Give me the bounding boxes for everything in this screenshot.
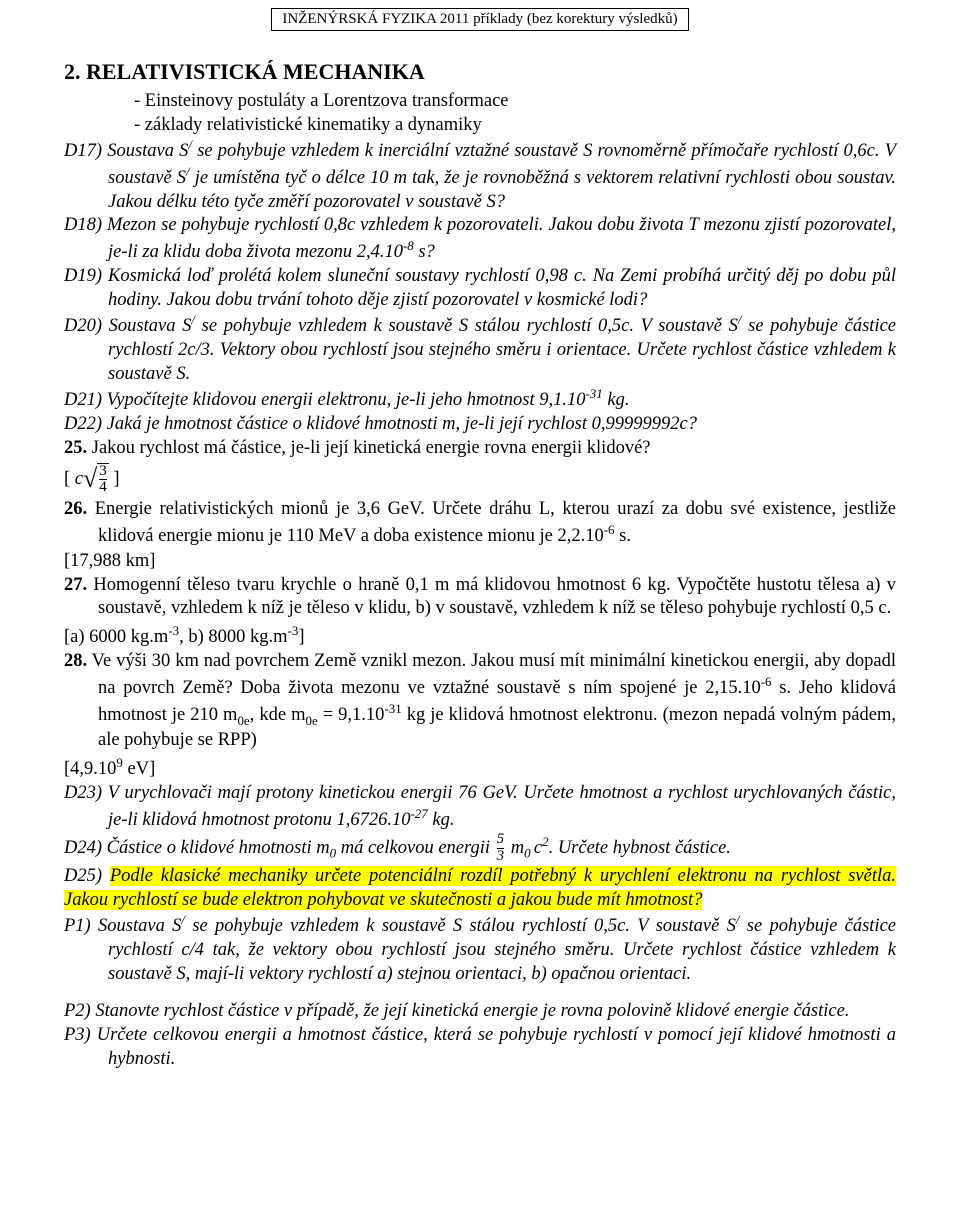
answer-27: [a) 6000 kg.m-3, b) 8000 kg.m-3] (64, 623, 896, 648)
bullet-2: - základy relativistické kinematiky a dy… (134, 113, 896, 137)
problem-28: 28. Ve výši 30 km nad povrchem Země vzni… (64, 650, 896, 753)
d24-den: 3 (497, 848, 505, 865)
bullet-1: - Einsteinovy postuláty a Lorentzova tra… (134, 89, 896, 113)
problem-d21: D21) Vypočítejte klidovou energii elektr… (64, 386, 896, 413)
problem-d17: D17) Soustava S/ se pohybuje vzhledem k … (64, 137, 896, 214)
problem-25: 25. Jakou rychlost má částice, je-li jej… (64, 437, 896, 461)
page-body: 2. RELATIVISTICKÁ MECHANIKA - Einsteinov… (0, 31, 960, 1071)
answer-28: [4,9.109 eV] (64, 755, 896, 780)
answer-25: [ c√34 ] (64, 463, 896, 497)
problem-d19: D19) Kosmická loď prolétá kolem sluneční… (64, 265, 896, 312)
header-title: INŽENÝRSKÁ FYZIKA 2011 příklady (bez kor… (271, 8, 688, 31)
problem-d24-a: D24) Částice o klidové hmotnosti m0 má c… (64, 838, 490, 858)
sqrt-icon: √34 (83, 463, 109, 497)
problem-p3: P3) Určete celkovou energii a hmotnost č… (64, 1024, 896, 1071)
problem-d18: D18) Mezon se pohybuje rychlostí 0,8c vz… (64, 214, 896, 265)
problem-d20: D20) Soustava S/ se pohybuje vzhledem k … (64, 312, 896, 386)
problem-d22: D22) Jaká je hmotnost částice o klidové … (64, 413, 896, 437)
problem-p2: P2) Stanovte rychlost částice v případě,… (64, 1000, 896, 1024)
d24-num: 5 (497, 832, 505, 848)
page-header: INŽENÝRSKÁ FYZIKA 2011 příklady (bez kor… (0, 0, 960, 31)
problem-d25: D25) Podle klasické mechaniky určete pot… (64, 865, 896, 912)
problem-p1: P1) Soustava S/ se pohybuje vzhledem k s… (64, 912, 896, 986)
problem-d24-b: m0 c2. Určete hybnost částice. (511, 838, 731, 858)
problem-27: 27. Homogenní těleso tvaru krychle o hra… (64, 574, 896, 621)
problem-26: 26. Energie relativistických mionů je 3,… (64, 498, 896, 549)
answer-25-c: c (75, 469, 83, 489)
answer-26: [17,988 km] (64, 551, 896, 572)
problem-d23: D23) V urychlovači mají protony kinetick… (64, 782, 896, 833)
fraction-d24: 5 3 (497, 832, 505, 865)
answer-25-num: 3 (99, 464, 107, 480)
answer-25-den: 4 (99, 479, 107, 496)
problem-d24: D24) Částice o klidové hmotnosti m0 má c… (64, 832, 896, 865)
chapter-heading: 2. RELATIVISTICKÁ MECHANIKA (64, 59, 896, 85)
